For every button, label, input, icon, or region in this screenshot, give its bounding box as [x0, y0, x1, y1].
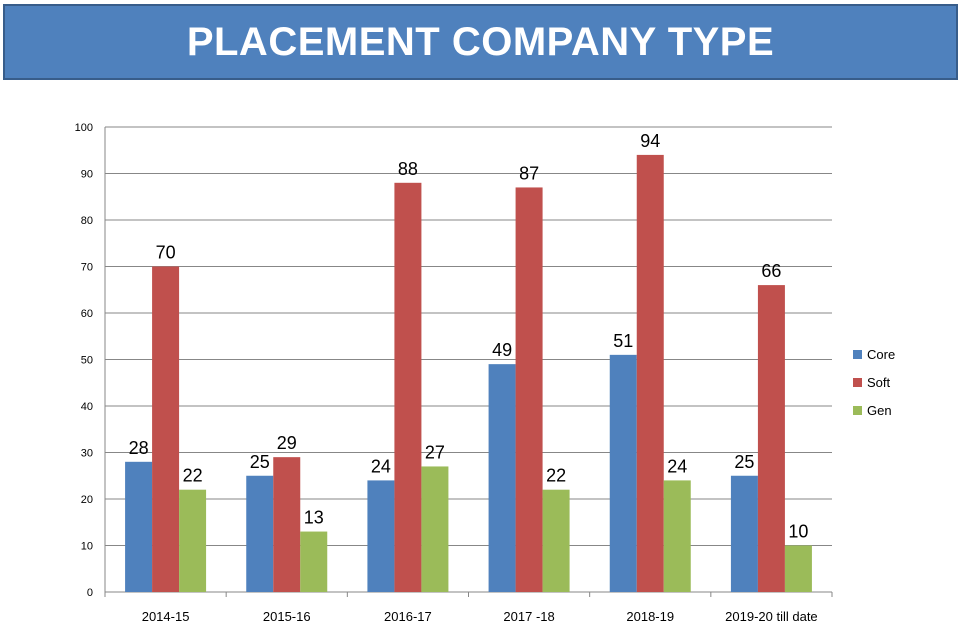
bar-gen — [179, 489, 207, 592]
y-tick-label: 10 — [81, 541, 93, 553]
data-label: 24 — [667, 456, 687, 476]
data-label: 94 — [640, 131, 660, 151]
legend-item-gen: Gen — [853, 396, 895, 424]
bar-core — [488, 364, 516, 592]
y-tick-label: 20 — [81, 494, 93, 506]
y-tick-label: 60 — [81, 308, 93, 320]
bar-gen — [663, 480, 691, 592]
y-tick-label: 80 — [81, 215, 93, 227]
bar-soft — [394, 182, 422, 593]
bar-gen — [542, 489, 570, 592]
legend-label-soft: Soft — [867, 374, 891, 390]
data-label: 28 — [129, 438, 149, 458]
bar-gen — [784, 545, 812, 592]
bar-soft — [515, 187, 543, 592]
bar-gen — [421, 466, 449, 592]
data-label: 88 — [398, 159, 418, 179]
chart-title: PLACEMENT COMPANY TYPE — [186, 19, 775, 64]
y-tick-label: 70 — [81, 262, 93, 274]
legend: Core Soft Gen — [853, 340, 895, 424]
data-label: 25 — [250, 452, 270, 472]
y-tick-label: 0 — [87, 587, 93, 599]
data-label: 24 — [371, 456, 391, 476]
bar-soft — [636, 154, 664, 592]
bar-core — [246, 475, 274, 592]
data-label: 13 — [304, 508, 324, 528]
legend-item-soft: Soft — [853, 368, 895, 396]
y-tick-label: 50 — [81, 355, 93, 367]
x-tick-label: 2019-20 till date — [725, 609, 818, 624]
legend-swatch-soft — [853, 377, 862, 387]
legend-swatch-core — [853, 349, 862, 359]
bar-core — [730, 475, 758, 592]
y-tick-label: 100 — [75, 122, 93, 134]
y-tick-label: 90 — [81, 169, 93, 181]
bar-soft — [152, 266, 180, 592]
legend-swatch-gen — [853, 405, 862, 415]
legend-label-core: Core — [867, 346, 896, 362]
data-label: 22 — [183, 466, 203, 486]
data-label: 22 — [546, 466, 566, 486]
bar-core — [367, 480, 395, 592]
x-tick-label: 2017 -18 — [503, 609, 554, 624]
title-banner: PLACEMENT COMPANY TYPE — [3, 4, 958, 80]
data-label: 10 — [788, 522, 808, 542]
data-label: 70 — [156, 243, 176, 263]
y-tick-label: 40 — [81, 401, 93, 413]
bar-core — [125, 461, 153, 592]
bar-soft — [757, 285, 785, 592]
x-tick-label: 2018-19 — [626, 609, 674, 624]
data-label: 29 — [277, 433, 297, 453]
bar-core — [609, 354, 637, 592]
data-label: 25 — [734, 452, 754, 472]
legend-item-core: Core — [853, 340, 895, 368]
data-label: 87 — [519, 163, 539, 183]
legend-label-gen: Gen — [867, 402, 892, 418]
data-label: 51 — [613, 331, 633, 351]
data-label: 27 — [425, 442, 445, 462]
data-label: 66 — [761, 261, 781, 281]
y-tick-label: 30 — [81, 448, 93, 460]
x-tick-label: 2016-17 — [384, 609, 432, 624]
x-tick-label: 2014-15 — [142, 609, 190, 624]
bar-gen — [300, 531, 328, 592]
bar-soft — [273, 457, 301, 592]
data-label: 49 — [492, 340, 512, 360]
x-tick-label: 2015-16 — [263, 609, 311, 624]
